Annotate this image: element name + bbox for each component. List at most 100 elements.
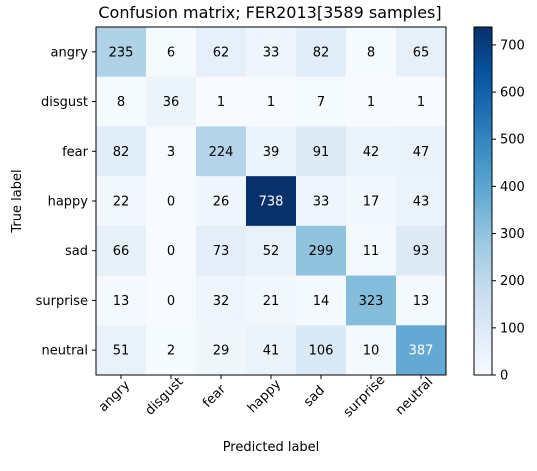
cell-value-label: 8 — [367, 45, 375, 60]
heatmap-cell — [246, 27, 296, 78]
colorbar-tick-label: 300 — [500, 227, 525, 242]
heatmap-cell — [146, 225, 196, 277]
heatmap-cell — [396, 225, 446, 277]
x-tick-label: surprise — [341, 373, 389, 421]
cell-value-label: 0 — [167, 294, 175, 309]
cell-value-label: 7 — [317, 95, 325, 110]
y-tick-label: surprise — [36, 294, 88, 309]
y-tick-label: neutral — [42, 344, 89, 359]
heatmap-cell — [196, 76, 246, 127]
cell-value-label: 22 — [113, 195, 130, 210]
heatmap-cell — [296, 275, 346, 326]
heatmap-cell — [96, 225, 146, 277]
cell-value-label: 1 — [367, 95, 375, 110]
cell-value-label: 33 — [313, 195, 330, 210]
heatmap-cell — [246, 225, 296, 277]
cell-value-label: 14 — [313, 294, 330, 309]
cell-value-label: 0 — [167, 244, 175, 259]
cell-value-label: 29 — [213, 344, 230, 359]
colorbar-tick-label: 700 — [500, 38, 525, 53]
cell-value-label: 1 — [267, 95, 275, 110]
heatmap-cell — [96, 325, 146, 376]
heatmap-cell — [196, 325, 246, 376]
heatmap-cell — [196, 275, 246, 326]
cell-value-label: 13 — [413, 294, 430, 309]
heatmap-cell — [146, 275, 196, 326]
heatmap-cell — [396, 76, 446, 127]
y-tick-label: sad — [65, 244, 88, 259]
cell-value-label: 43 — [413, 195, 430, 210]
colorbar-tick-label: 200 — [500, 274, 525, 289]
cell-value-label: 39 — [263, 145, 280, 160]
colorbar-ticks: 0 100 200 300 400 500 600 700 — [492, 38, 525, 384]
cell-value-label: 33 — [263, 45, 280, 60]
cell-value-label: 13 — [113, 294, 130, 309]
cell-value-label: 106 — [309, 344, 334, 359]
cell-value-label: 42 — [363, 145, 380, 160]
heatmap-cell — [296, 325, 346, 376]
cell-value-label: 62 — [213, 45, 230, 60]
cell-value-label: 65 — [413, 45, 430, 60]
x-tick-label: disgust — [143, 375, 187, 419]
x-tick-label: happy — [245, 377, 284, 416]
heatmap-cell — [196, 27, 246, 78]
cell-value-label: 10 — [363, 344, 380, 359]
cell-value-label: 21 — [263, 294, 280, 309]
heatmap-cell — [346, 176, 396, 227]
colorbar-tick-label: 400 — [500, 180, 525, 195]
cell-value-label: 66 — [113, 244, 130, 259]
heatmap-cell — [396, 126, 446, 177]
heatmap-cell — [196, 225, 246, 277]
cell-value-label: 73 — [213, 244, 230, 259]
heatmap-cell — [396, 275, 446, 326]
y-tick-label: fear — [62, 145, 89, 160]
cell-value-label: 47 — [413, 145, 430, 160]
cell-value-label: 387 — [409, 344, 434, 359]
heatmap-cells — [96, 27, 446, 376]
y-tick-label: happy — [48, 195, 89, 210]
heatmap-cell — [346, 225, 396, 277]
cell-value-label: 1 — [417, 95, 425, 110]
cell-value-label: 36 — [163, 95, 180, 110]
heatmap-cell — [96, 126, 146, 177]
x-axis-label: Predicted label — [223, 440, 320, 455]
heatmap-cell — [146, 76, 196, 127]
heatmap-cell — [146, 27, 196, 78]
colorbar-tick-label: 100 — [500, 321, 525, 336]
heatmap-cell — [246, 275, 296, 326]
heatmap-cell — [346, 275, 396, 326]
heatmap-cell — [346, 27, 396, 78]
heatmap-cell — [396, 176, 446, 227]
heatmap-cell — [296, 27, 346, 78]
heatmap-cell — [146, 176, 196, 227]
heatmap-cell — [96, 27, 146, 78]
cell-value-label: 0 — [167, 195, 175, 210]
heatmap-cell — [396, 27, 446, 78]
heatmap-cell — [346, 76, 396, 127]
x-axis-ticks: angry disgust fear happy sad surprise neutral — [96, 373, 436, 421]
heatmap-cell — [246, 126, 296, 177]
cell-value-label: 224 — [209, 145, 234, 160]
cell-value-label: 93 — [413, 244, 430, 259]
y-axis-ticks: angry disgust fear happy sad surprise neutral — [36, 45, 96, 359]
x-tick-label: neutral — [393, 375, 436, 418]
cell-value-label: 41 — [263, 344, 280, 359]
cell-value-label: 11 — [363, 244, 380, 259]
cell-value-label: 82 — [313, 45, 330, 60]
heatmap-cell — [246, 76, 296, 127]
heatmap-cell — [296, 126, 346, 177]
cell-value-label: 1 — [217, 95, 225, 110]
heatmap-cell — [146, 325, 196, 376]
heatmap-cell — [196, 176, 246, 227]
cell-value-label: 3 — [167, 145, 175, 160]
cell-value-label: 82 — [113, 145, 130, 160]
heatmap-cell — [246, 176, 296, 227]
cell-value-label: 8 — [117, 95, 125, 110]
colorbar-tick-label: 500 — [500, 133, 525, 148]
cell-value-label: 738 — [259, 195, 284, 210]
heatmap-cell — [196, 126, 246, 177]
cell-value-label: 6 — [167, 45, 175, 60]
heatmap-cell — [346, 325, 396, 376]
cell-value-label: 323 — [359, 294, 384, 309]
